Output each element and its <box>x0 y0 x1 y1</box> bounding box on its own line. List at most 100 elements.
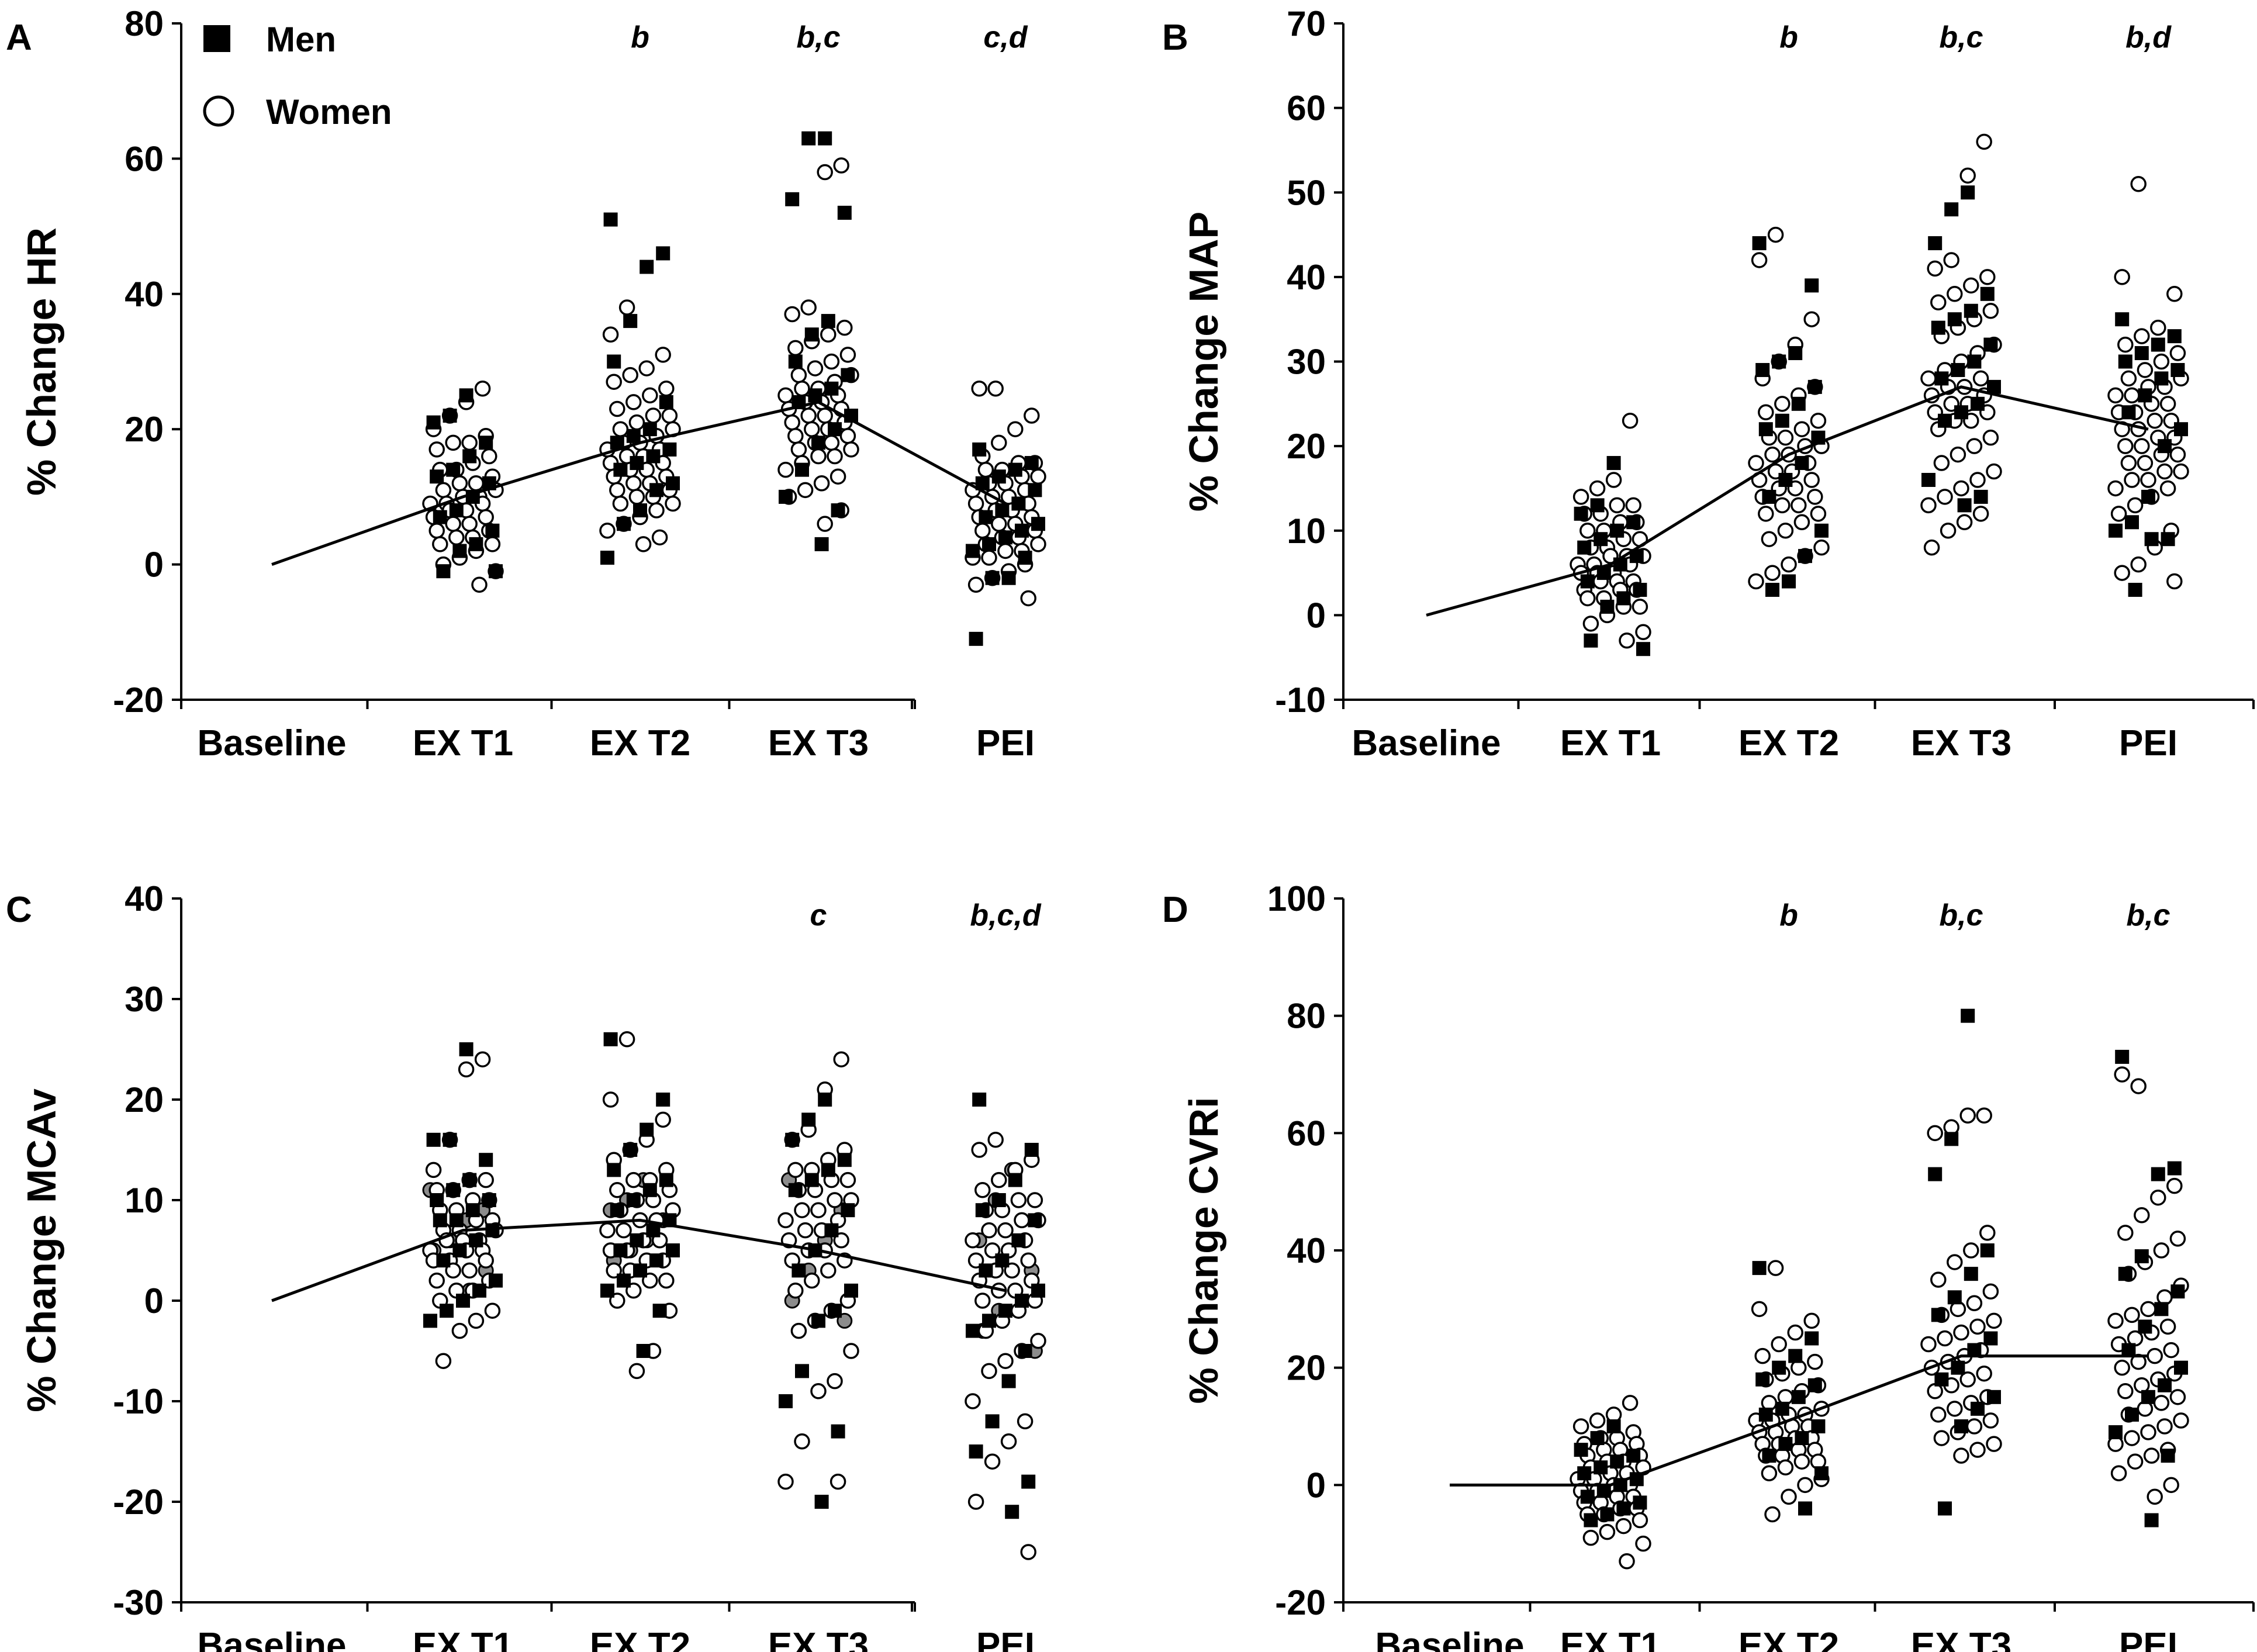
women-marker <box>1982 429 1999 446</box>
women-marker <box>445 434 461 451</box>
men-marker <box>1938 413 1952 428</box>
men-marker <box>1814 1466 1829 1481</box>
women-marker <box>2140 1301 2156 1318</box>
women-marker <box>1927 260 1943 277</box>
women-marker <box>1572 1418 1589 1435</box>
men-marker <box>452 1243 467 1257</box>
men-marker <box>1590 1431 1605 1446</box>
men-marker <box>2121 405 2136 420</box>
women-marker <box>2117 1383 2134 1399</box>
y-tick-label: 0 <box>1306 596 1326 635</box>
women-marker <box>1793 514 1810 531</box>
men-marker <box>966 544 980 558</box>
women-marker <box>625 394 642 410</box>
y-tick-label: 40 <box>1287 258 1326 297</box>
men-marker <box>2141 1390 2155 1404</box>
women-marker <box>823 353 840 370</box>
women-marker <box>971 381 987 397</box>
men-marker <box>489 1273 503 1288</box>
women-marker <box>468 1312 485 1329</box>
women-marker <box>648 502 665 519</box>
women-marker <box>1807 489 1823 505</box>
y-axis-label: % Change CVRi <box>1181 1097 1226 1404</box>
women-marker <box>642 387 658 404</box>
women-marker <box>1976 1107 1992 1124</box>
women-marker <box>655 1111 671 1128</box>
men-marker <box>482 1193 496 1207</box>
x-category-label: Baseline <box>197 723 346 763</box>
x-category-label: Baseline <box>197 1626 346 1652</box>
women-marker <box>810 1202 827 1218</box>
men-marker <box>1782 574 1796 589</box>
men-marker <box>613 462 628 477</box>
women-marker <box>1767 226 1784 243</box>
women-marker <box>1635 1535 1651 1552</box>
men-marker <box>828 1304 842 1318</box>
women-marker <box>1947 286 1963 302</box>
women-marker <box>448 529 465 546</box>
y-tick-label: 20 <box>1287 427 1326 466</box>
women-marker <box>1579 523 1596 539</box>
men-marker <box>2170 362 2185 377</box>
women-marker <box>1579 590 1596 607</box>
men-marker <box>1778 472 1793 487</box>
mean-line <box>271 1218 1006 1302</box>
men-marker <box>2144 532 2159 547</box>
women-marker <box>1933 1430 1950 1446</box>
men-marker <box>633 1263 647 1278</box>
men-marker <box>2118 354 2132 369</box>
women-marker <box>1963 1242 1979 1259</box>
women-marker <box>1803 311 1820 327</box>
men-marker <box>1805 1331 1819 1346</box>
women-marker <box>1969 1318 1986 1335</box>
women-marker <box>651 529 668 546</box>
men-marker <box>831 1424 845 1439</box>
women-marker <box>1807 1353 1823 1370</box>
women-marker <box>1797 1477 1813 1494</box>
men-marker <box>1594 532 1608 547</box>
women-marker <box>1599 1523 1616 1540</box>
men-marker <box>982 1314 996 1328</box>
men-marker <box>433 510 447 524</box>
men-marker <box>2125 1407 2139 1422</box>
men-marker <box>1983 337 1998 352</box>
women-marker <box>1024 407 1040 424</box>
men-marker <box>607 354 621 369</box>
women-marker <box>638 360 655 376</box>
y-tick-label: -20 <box>113 1482 164 1522</box>
women-marker <box>1979 269 1996 285</box>
mean-line <box>1450 1354 2148 1487</box>
men-marker <box>649 483 663 497</box>
men-marker <box>1987 1390 2001 1404</box>
men-marker <box>443 409 457 423</box>
y-tick-label: 30 <box>1287 343 1326 382</box>
women-marker <box>478 1252 494 1269</box>
men-marker <box>1791 396 1806 411</box>
y-tick-label: 40 <box>125 879 164 918</box>
men-marker <box>1931 320 1945 335</box>
men-marker <box>459 388 473 403</box>
women-marker <box>628 489 645 505</box>
women-marker <box>1781 1488 1797 1505</box>
women-marker <box>843 441 859 458</box>
women-marker <box>618 1031 635 1048</box>
women-marker <box>2117 438 2134 454</box>
women-marker <box>794 1433 810 1450</box>
men-marker <box>1616 591 1631 606</box>
women-marker <box>2114 565 2130 581</box>
women-marker <box>1803 472 1820 488</box>
men-marker <box>1752 1261 1767 1276</box>
y-tick-label: 20 <box>125 1080 164 1119</box>
women-marker <box>1777 523 1794 539</box>
women-marker <box>1764 565 1781 581</box>
women-marker <box>478 1171 494 1188</box>
men-marker <box>814 537 829 551</box>
women-marker <box>2137 455 2154 471</box>
women-marker <box>997 1353 1014 1369</box>
men-marker <box>1983 1331 1998 1346</box>
women-marker <box>839 1171 856 1188</box>
men-marker <box>985 571 1000 585</box>
men-marker <box>452 544 467 558</box>
men-marker <box>1606 1419 1621 1433</box>
y-tick-label: -20 <box>1275 1583 1326 1622</box>
